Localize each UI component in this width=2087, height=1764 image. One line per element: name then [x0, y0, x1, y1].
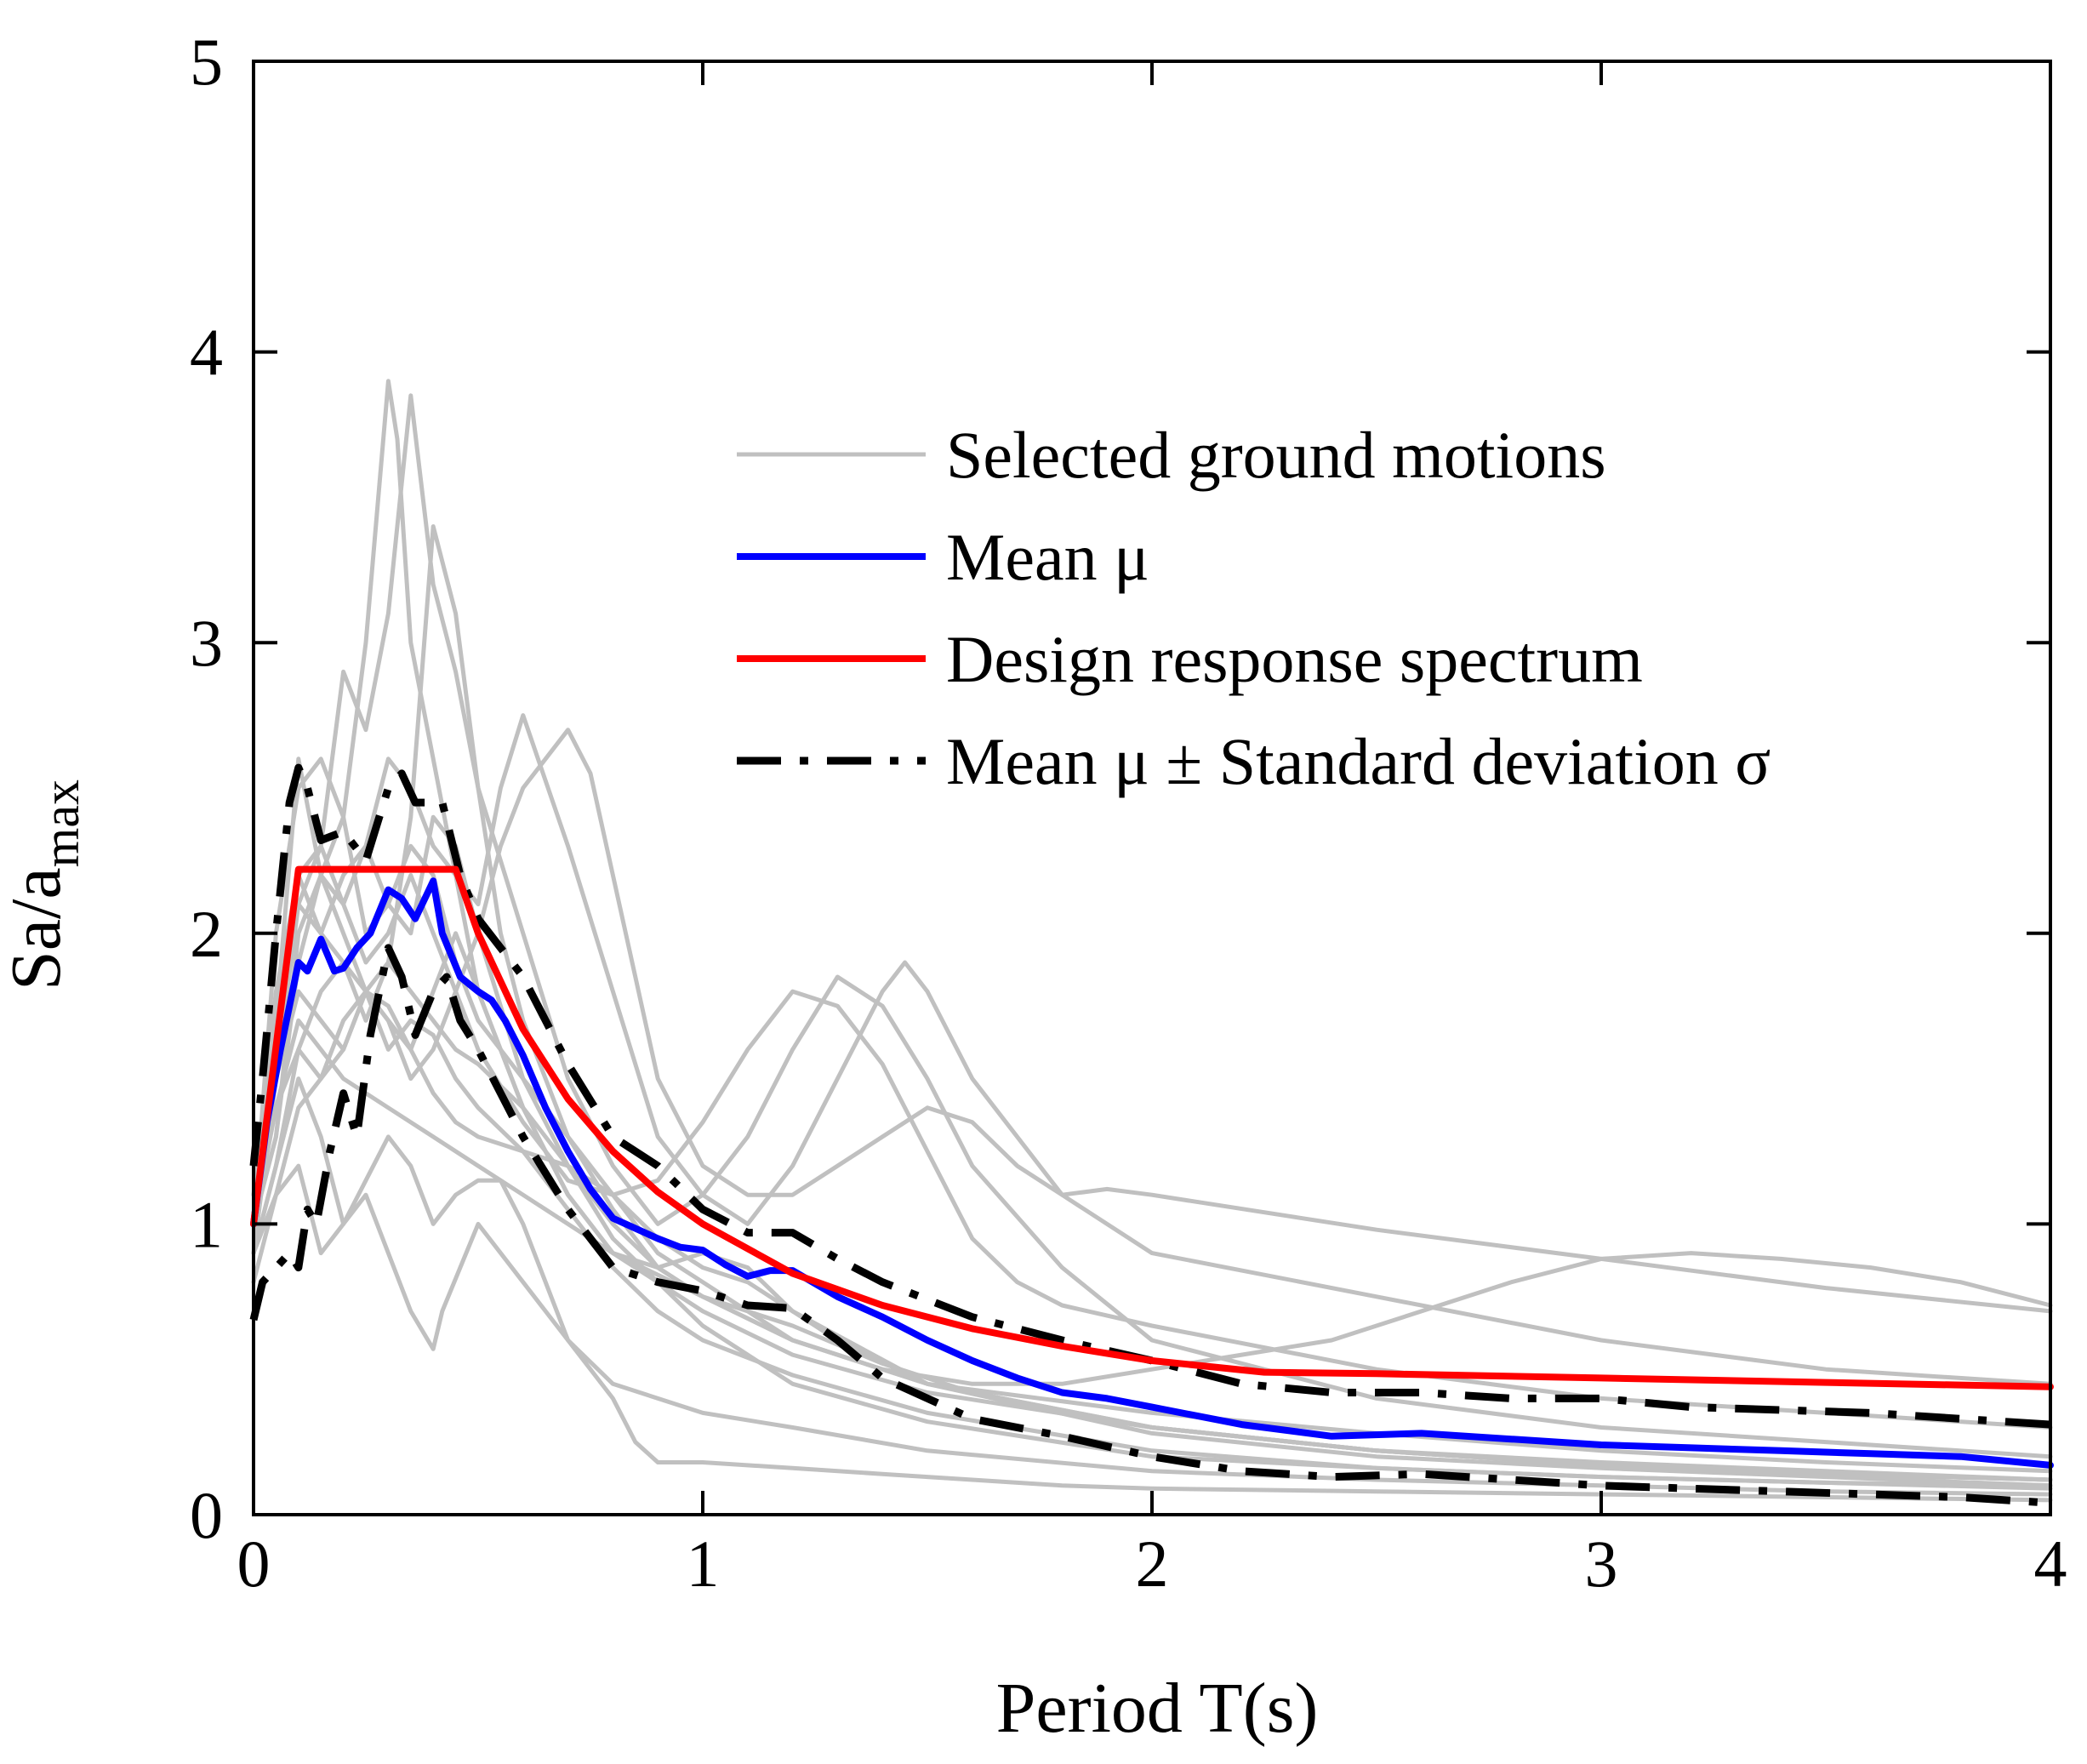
x-tick-label: 4: [2034, 1527, 2067, 1601]
x-tick-label: 3: [1585, 1527, 1618, 1601]
series-line-ground-motion-14: [251, 873, 2053, 1488]
y-tick-label: 1: [190, 1187, 223, 1261]
y-tick-label: 2: [190, 897, 223, 971]
x-tick-label: 2: [1136, 1527, 1169, 1601]
series-line-ground-motion-12: [251, 814, 2053, 1491]
y-tick-label: 0: [190, 1478, 223, 1552]
series-line-ground-motion-3: [251, 524, 2053, 1459]
legend: Selected ground motions Mean μ Design resp…: [737, 418, 1771, 798]
x-axis-label: Period T(s): [996, 1669, 1319, 1748]
axis-ticks: [252, 60, 2052, 1516]
series-line-ground-motion-4: [251, 713, 2053, 1386]
series-line-ground-motion-11: [251, 931, 2053, 1488]
series-line-mean: [250, 877, 2054, 1469]
y-axis-label-base: Sa/a: [0, 867, 76, 990]
legend-label-design: Design response spectrum: [946, 622, 1643, 696]
y-tick-label: 5: [190, 25, 223, 99]
y-axis-label: Sa/amax: [0, 779, 89, 990]
plot-area: [249, 379, 2054, 1507]
y-tick-label: 3: [190, 606, 223, 680]
x-tick-label: 0: [237, 1527, 271, 1601]
legend-label-ground: Selected ground motions: [946, 418, 1606, 492]
legend-label-std: Mean μ ± Standard deviation σ: [946, 724, 1771, 798]
series-line-mean: [249, 763, 2051, 1429]
axis-tick-labels: 0 1 2 3 4 0 1 2 3 4 5: [190, 25, 2067, 1601]
legend-label-mean: Mean μ: [946, 520, 1149, 594]
series-line-ground-motion-8: [251, 1134, 2053, 1497]
x-tick-label: 1: [687, 1527, 720, 1601]
series-line-mean: [249, 944, 2051, 1507]
y-tick-label: 4: [190, 316, 223, 390]
series-line-ground-motion-15: [251, 989, 2053, 1482]
series-line-design-response-spectrum: [250, 865, 2054, 1390]
y-axis-label-subscript: max: [33, 779, 89, 867]
